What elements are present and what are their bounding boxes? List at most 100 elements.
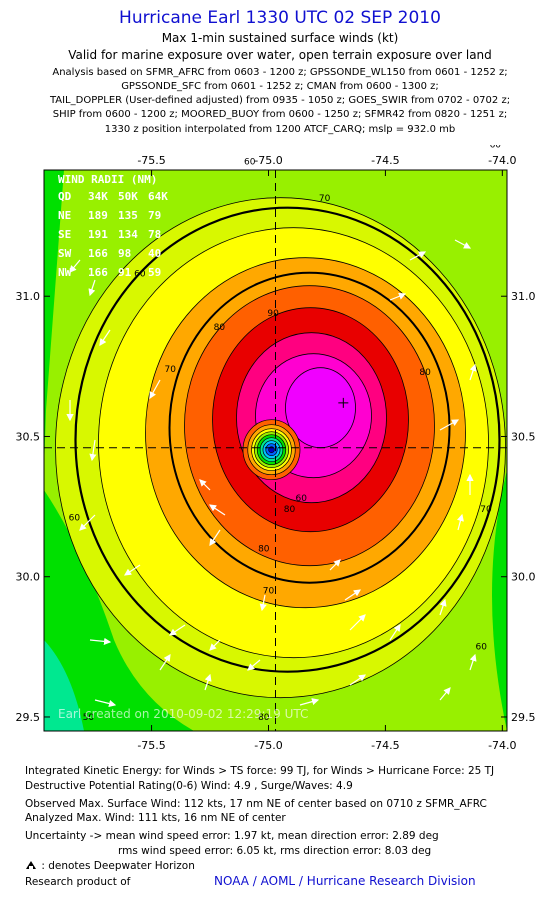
wind-arrow-34 — [344, 589, 361, 601]
wind-radii-cell-0-1: 34K — [88, 190, 108, 203]
wind-arrow-10 — [89, 439, 97, 462]
observed-max-text: Observed Max. Surface Wind: 112 kts, 17 … — [25, 798, 487, 810]
uncertainty-line-1: Uncertainty -> mean wind speed error: 1.… — [25, 830, 439, 842]
contour-label-11: 60 — [490, 145, 502, 151]
wind-arrow-13 — [79, 514, 96, 531]
wind-arrow-14 — [124, 564, 141, 576]
y-tick-label-right-3: 29.5 — [511, 711, 536, 724]
oil-platform-icon — [26, 861, 36, 869]
creation-watermark: Earl created on 2010-09-02 12:29:19 UTC — [58, 707, 308, 721]
x-tick-label-top-2: -74.5 — [371, 154, 399, 167]
wind-arrow-3 — [469, 363, 477, 381]
wind-arrow-11 — [199, 479, 211, 491]
wind-radii-cell-4-2: 91 — [118, 266, 132, 279]
wind-arrow-16 — [259, 594, 267, 612]
ike-text: Integrated Kinetic Energy: for Winds > T… — [25, 765, 495, 777]
research-product-label: Research product of — [25, 876, 131, 888]
contour-label-14: 60 — [295, 494, 307, 504]
analysis-line-5: 1330 z position interpolated from 1200 A… — [104, 124, 456, 135]
wind-radii-title: WIND RADII (NM) — [58, 173, 157, 186]
band-45-sw — [44, 640, 84, 731]
contour-label-13: 80 — [284, 505, 296, 515]
contour-label-8: 60 — [134, 270, 146, 280]
contour-hurricane — [168, 271, 451, 584]
y-tick-label-left-0: 31.0 — [16, 290, 41, 303]
wind-radii-cell-1-3: 79 — [148, 209, 161, 222]
wind-arrow-2 — [389, 292, 407, 301]
axes: -75.5 -75.5 -75.0 -75.0 -74.5 -74.5 -74.0 -74.0… — [16, 154, 536, 752]
plot-frame — [43, 169, 508, 732]
wind-radii-cell-3-1: 166 — [88, 247, 108, 260]
wind-radii-cell-4-1: 166 — [88, 266, 108, 279]
wind-radii-cell-0-0: QD — [58, 190, 72, 203]
analysis-line-2: GPSSONDE_SFC from 0601 - 1252 z; CMAN fr… — [121, 81, 439, 92]
y-tick-label-left-3: 29.5 — [16, 711, 41, 724]
chart-subtitle-2: Valid for marine exposure over water, op… — [68, 48, 492, 62]
wind-radii-cell-1-0: NE — [58, 209, 71, 222]
wind-arrow-29 — [349, 674, 366, 686]
wind-arrow-30 — [299, 698, 320, 706]
wind-radii-cell-1-1: 189 — [88, 209, 108, 222]
analyzed-max-text: Analyzed Max. Wind: 111 kts, 16 nm NE of… — [25, 812, 286, 824]
band-50-sw — [44, 490, 194, 731]
contour-label-12: 80 — [258, 544, 270, 554]
band-50-nw — [44, 170, 64, 470]
wind-arrow-23 — [349, 614, 366, 631]
wind-arrow-21 — [209, 639, 221, 651]
contour-label-16: 50 — [83, 713, 95, 723]
contour-label-4: 70 — [319, 194, 331, 204]
wind-arrow-25 — [469, 653, 477, 671]
wind-arrow-15 — [209, 529, 221, 546]
uncertainty-line-2: rms wind speed error: 6.05 kt, rms direc… — [118, 845, 432, 857]
deepwater-legend-text: : denotes Deepwater Horizon — [41, 860, 195, 872]
y-tick-label-left-2: 30.0 — [16, 571, 41, 584]
contour-label-6: 70 — [263, 587, 275, 597]
y-tick-label-left-1: 30.5 — [16, 430, 41, 443]
wind-radii-cell-0-2: 50K — [118, 190, 138, 203]
x-tick-label-top-1: -75.0 — [254, 154, 282, 167]
wind-arrow-12 — [209, 504, 226, 516]
x-tick-label-top-3: -74.0 — [488, 154, 516, 167]
wind-arrow-32 — [439, 687, 451, 701]
wind-arrow-28 — [159, 654, 171, 671]
y-tick-label-right-1: 30.5 — [511, 430, 536, 443]
wind-arrow-17 — [439, 598, 447, 616]
wind-arrow-22 — [247, 659, 261, 671]
wind-arrow-26 — [94, 699, 117, 708]
contour-label-2: 80 — [419, 368, 431, 378]
wind-arrow-20 — [169, 624, 186, 636]
wind-arrow-8 — [149, 379, 161, 400]
y-tick-label-right-0: 31.0 — [511, 290, 536, 303]
wind-arrow-0 — [454, 239, 472, 249]
analysis-line-3: TAIL_DOPPLER (User-defined adjusted) fro… — [49, 95, 511, 106]
noaa-credit: NOAA / AOML / Hurricane Research Divisio… — [214, 874, 476, 888]
band-50-se — [492, 470, 507, 731]
x-tick-label-top-0: -75.5 — [137, 154, 165, 167]
wind-radii-cell-1-2: 135 — [118, 209, 138, 222]
x-tick-label-bottom-3: -74.0 — [488, 739, 516, 752]
wind-radii-cell-2-2: 134 — [118, 228, 138, 241]
wind-arrow-6 — [88, 279, 96, 297]
contour-label-0: 90 — [267, 309, 279, 319]
wind-radii-cell-2-1: 191 — [88, 228, 108, 241]
wind-radii-cell-0-3: 64K — [148, 190, 168, 203]
wind-radii-cell-2-0: SE — [58, 228, 71, 241]
wind-radii-table: QD 34K 50K 64K NE 189 135 79 SE 191 134 78 SW 166 98 40… — [58, 190, 168, 279]
wind-radii-cell-2-3: 78 — [148, 228, 161, 241]
contour-label-9: 60 — [69, 514, 81, 524]
contour-label-10: 60 — [476, 643, 488, 653]
x-tick-label-bottom-1: -75.0 — [254, 739, 282, 752]
chart-subtitle-1: Max 1-min sustained surface winds (kt) — [161, 31, 399, 45]
max-wind-marker — [338, 397, 349, 408]
dpr-text: Destructive Potential Rating(0-6) Wind: … — [25, 780, 353, 792]
wind-arrow-27 — [89, 637, 112, 645]
contour-label-3: 70 — [165, 365, 177, 375]
x-tick-label-bottom-0: -75.5 — [137, 739, 165, 752]
wind-arrow-5 — [69, 259, 81, 273]
wind-radii-cell-3-3: 40 — [148, 247, 161, 260]
wind-arrow-24 — [389, 624, 401, 641]
wind-radii-cell-3-2: 98 — [118, 247, 131, 260]
wind-radii-cell-3-0: SW — [58, 247, 72, 260]
